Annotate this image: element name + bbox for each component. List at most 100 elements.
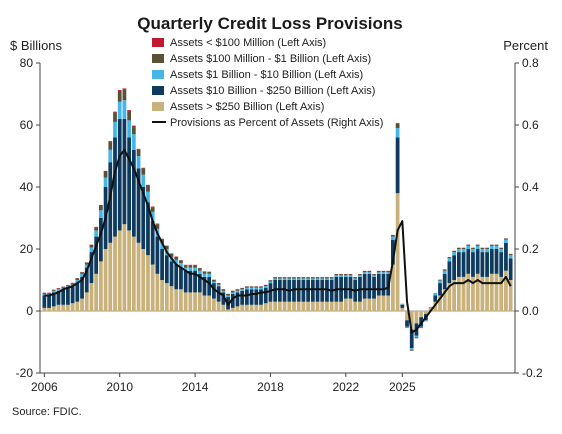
bar-segment [197, 268, 202, 271]
bar-segment [164, 245, 169, 249]
bar-segment [395, 193, 400, 311]
bar-segment [174, 259, 179, 265]
bar-segment [249, 287, 254, 290]
bar-segment [183, 265, 188, 268]
bar-segment [343, 276, 348, 299]
bar-segment [117, 118, 122, 231]
bar-segment [461, 249, 466, 253]
x-tick-label: 2010 [106, 380, 133, 394]
bar-segment [409, 329, 414, 349]
percent-line [44, 148, 512, 334]
bar-segment [376, 273, 381, 296]
bar-segment [113, 112, 117, 122]
bar-segment [334, 275, 339, 277]
bar-segment [245, 304, 249, 311]
bar-segment [292, 278, 296, 280]
bar-segment [197, 292, 202, 311]
bar-segment [122, 89, 127, 101]
legend-swatch [152, 38, 164, 47]
bar-segment [343, 298, 348, 311]
bar-segment [405, 326, 409, 328]
bar-segment [249, 289, 254, 305]
bar-segment [141, 249, 146, 311]
bar-segment [108, 141, 113, 143]
bar-segment [395, 128, 400, 138]
bar-segment [475, 273, 480, 311]
bar-segment [136, 149, 141, 156]
bar-segment [245, 286, 249, 288]
bar-segment [409, 311, 414, 330]
bar-segment [56, 289, 61, 291]
left-tick-label: 20 [20, 242, 34, 256]
bar-segment [391, 235, 395, 237]
bar-segment [122, 88, 127, 90]
bar-segment [296, 280, 301, 302]
bar-segment [174, 289, 179, 311]
bar-segment [259, 286, 263, 288]
bar-segment [51, 290, 56, 293]
bar-segment [61, 289, 66, 305]
bar-segment [136, 168, 141, 243]
bar-segment [70, 286, 75, 304]
right-axis-title: Percent [503, 38, 548, 53]
bar-segment [155, 224, 160, 229]
bar-segment [122, 224, 127, 311]
bar-segment [310, 301, 315, 311]
bar-segment [150, 206, 155, 208]
bar-segment [89, 247, 94, 253]
left-tick-label: -20 [16, 366, 34, 380]
bar-segment [127, 111, 132, 121]
bar-segment [423, 320, 428, 321]
bar-segment [301, 277, 306, 279]
bar-segment [146, 185, 150, 192]
bar-segment [254, 289, 259, 305]
bar-segment [122, 100, 127, 119]
legend: Assets < $100 Million (Left Axis) Assets … [152, 37, 383, 129]
bar-segment [367, 273, 372, 299]
bar-segment [268, 301, 273, 311]
bar-segment [508, 253, 513, 256]
bar-segment [108, 242, 113, 311]
bar-segment [499, 276, 504, 311]
bar-segment [381, 271, 386, 273]
bar-segment [358, 275, 362, 277]
bar-segment [348, 276, 353, 299]
bar-segment [75, 283, 80, 302]
x-tick-label: 2018 [257, 380, 284, 394]
bar-segment [438, 295, 442, 311]
bar-segment [221, 292, 226, 305]
bar-segment [273, 280, 278, 302]
bar-segment [391, 264, 395, 311]
bar-segment [461, 252, 466, 277]
bar-segment [183, 292, 188, 311]
bar-segment [376, 272, 381, 274]
bar-segment [212, 298, 216, 311]
bar-segment [461, 276, 466, 311]
bar-segment [277, 301, 282, 311]
bar-segment [240, 288, 245, 290]
bar-segment [179, 262, 183, 268]
ticks-layer: -20 0 20 40 60 80 -0.2 0.0 0.2 0.4 0.6 0.8 2006 2010 2… [16, 56, 543, 394]
bar-segment [188, 292, 193, 311]
bar-segment [334, 301, 339, 311]
bar-segment [409, 348, 414, 350]
bar-segment [75, 280, 80, 284]
bar-segment [287, 277, 292, 279]
bar-segment [325, 280, 329, 302]
bar-segment [42, 307, 47, 311]
bar-segment [348, 275, 353, 277]
bar-segment [94, 236, 99, 274]
bar-segment [287, 278, 292, 280]
left-tick-label: 80 [20, 56, 34, 70]
bar-segment [249, 304, 254, 311]
bar-segment [141, 174, 146, 187]
bar-segment [325, 301, 329, 311]
bar-segment [358, 274, 362, 276]
bar-segment [442, 269, 447, 271]
bar-segment [235, 306, 240, 311]
bar-segment [202, 271, 207, 274]
bar-segment [146, 191, 150, 203]
bar-segment [362, 272, 367, 274]
bar-segment [216, 301, 221, 311]
bar-segment [452, 252, 457, 256]
